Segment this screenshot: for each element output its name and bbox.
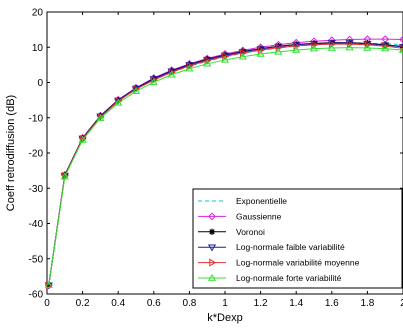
legend-items: Exponentielle Gaussienne Voronoi Log-normal… [198,196,360,283]
legend-item: Log-normale forte variabilité [198,273,342,283]
data-point [185,64,194,72]
data-point [186,61,194,71]
y-tick-label: 10 [32,43,44,54]
legend-box [192,188,403,289]
y-tick-label: -60 [29,290,44,301]
data-point [327,43,336,51]
data-point [381,44,390,52]
legend-item: Log-normale faible variabilité [198,242,345,252]
x-tick-label: 1.6 [325,298,339,309]
y-tick-label: -50 [29,254,44,265]
data-point [274,47,283,55]
series-5 [44,43,403,288]
y-axis-title: Coeff retrodiffusion (dB) [5,95,17,211]
data-point [114,97,123,105]
data-point [382,42,390,51]
x-tick-label: 0.6 [147,298,161,309]
data-point [114,98,123,106]
legend-marker [208,228,216,235]
data-point [345,43,354,51]
x-axis-ticks: 0 0.2 0.4 0.6 0.8 1 1.2 1.4 1.6 1.8 2 [44,12,403,309]
x-tick-label: 1.8 [360,298,374,309]
data-point [238,52,247,60]
data-point [400,44,403,53]
y-tick-label: 0 [37,78,43,89]
legend: Exponentielle Gaussienne Voronoi Log-normal… [192,188,403,289]
series-layer [44,35,403,290]
legend-label: Voronoi [236,227,265,237]
legend-item: Exponentielle [198,196,287,206]
data-point [220,55,230,63]
data-point [292,45,301,53]
legend-marker [208,212,216,221]
legend-item: Gaussienne [198,211,282,221]
x-tick-label: 2 [400,298,403,309]
data-point [149,77,158,85]
x-tick-label: 0.2 [76,298,90,309]
x-tick-label: 0.4 [111,298,125,309]
legend-label: Log-normale variabilité moyenne [236,258,360,268]
legend-marker [207,273,217,281]
legend-label: Exponentielle [236,196,287,206]
data-point [256,49,265,57]
data-point [363,43,372,51]
data-point [131,87,141,95]
legend-label: Gaussienne [236,211,282,221]
y-tick-label: -30 [29,184,44,195]
x-tick-label: 0 [44,298,50,309]
data-point [309,44,319,52]
y-tick-label: -10 [29,113,44,124]
legend-item: Log-normale variabilité moyenne [198,258,360,268]
data-point [399,35,403,44]
x-tick-label: 1.2 [254,298,268,309]
y-tick-label: -40 [29,219,44,230]
data-point [203,59,212,67]
data-point [78,135,87,143]
y-tick-label: 20 [32,8,44,19]
data-point [131,85,141,93]
legend-label: Log-normale forte variabilité [236,273,342,283]
series-line [48,47,403,286]
y-axis-ticks: 20 10 0 -10 -20 -30 -40 -50 -60 [29,8,403,301]
series-line [48,42,403,286]
y-tick-label: -20 [29,149,44,160]
x-tick-label: 1.4 [289,298,303,309]
legend-label: Log-normale faible variabilité [236,242,345,252]
legend-item: Voronoi [198,227,265,237]
data-point [44,281,53,288]
x-axis-title: k*Dexp [207,312,242,324]
legend-marker [209,258,217,267]
data-point [168,68,176,77]
x-tick-label: 0.8 [182,298,196,309]
data-point [96,113,105,121]
legend-marker [207,244,217,252]
data-point [398,45,403,53]
x-tick-label: 1 [222,298,228,309]
data-point [167,70,176,78]
data-point [60,172,69,180]
